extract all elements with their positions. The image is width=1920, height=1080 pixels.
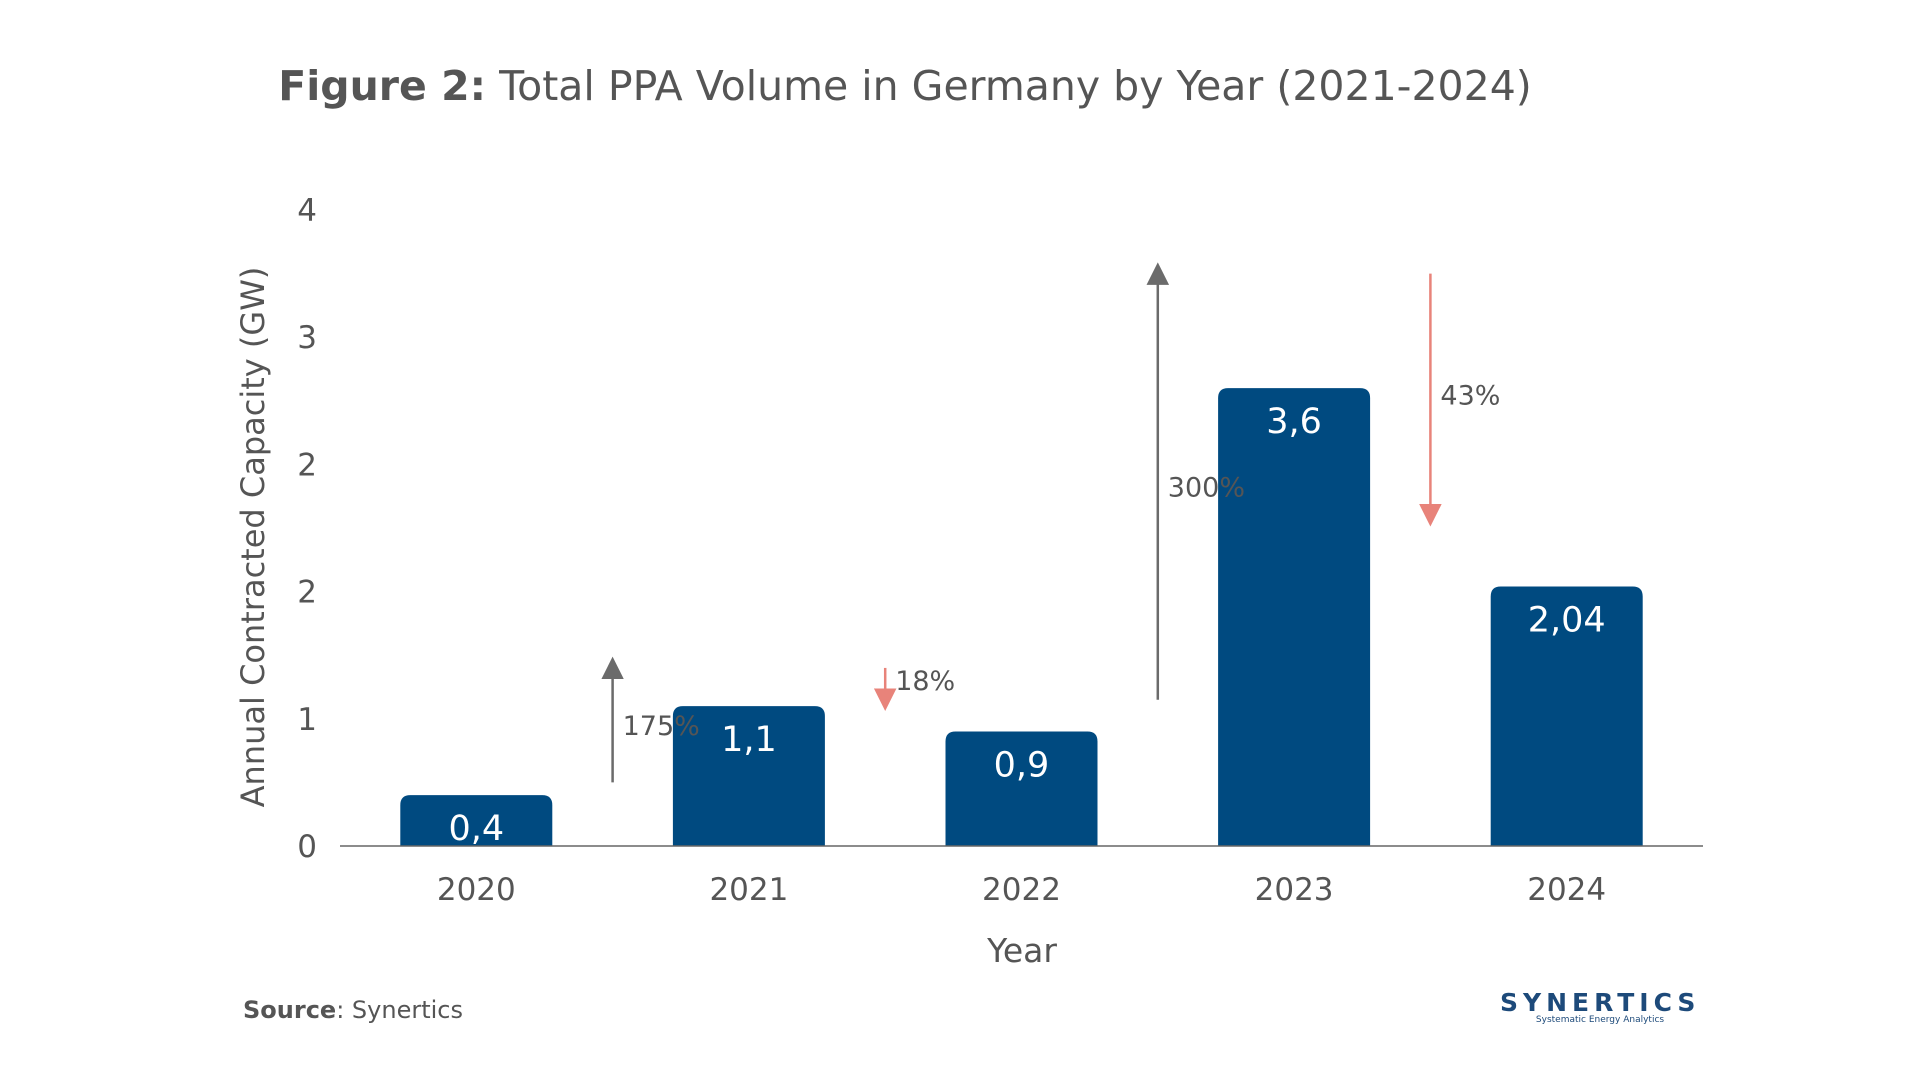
y-tick-0: 0 xyxy=(297,829,317,865)
change-label-4: 43% xyxy=(1440,380,1500,411)
source-note: Source: Synertics xyxy=(243,996,463,1024)
synertics-logo: SYNERTICS Systematic Energy Analytics xyxy=(1500,988,1700,1025)
x-tick-2021: 2021 xyxy=(709,872,788,908)
data-label-2020: 0,4 xyxy=(448,809,504,849)
annotations-layer: 175% 18% 300% 43% xyxy=(601,262,1500,783)
change-label-1: 175% xyxy=(623,711,700,742)
x-tick-2022: 2022 xyxy=(982,872,1061,908)
bar-2021 xyxy=(672,706,825,846)
x-tick-2020: 2020 xyxy=(437,872,516,908)
change-label-2: 18% xyxy=(895,666,955,697)
y-axis-label: Annual Contracted Capacity (GW) xyxy=(234,267,272,808)
x-axis: 2020 2021 2022 2023 2024 xyxy=(437,872,1606,908)
chart-title-prefix: Figure 2: xyxy=(278,62,487,110)
bar-2023 xyxy=(1218,388,1371,846)
bar-2022 xyxy=(945,731,1098,846)
source-text: : Synertics xyxy=(336,996,463,1024)
logo-brand: SYNERTICS xyxy=(1500,988,1701,1017)
data-label-2022: 0,9 xyxy=(994,746,1050,786)
y-axis: 0 1 2 2 3 4 xyxy=(297,193,317,865)
bar-2024 xyxy=(1490,586,1643,846)
x-tick-2023: 2023 xyxy=(1255,872,1334,908)
bar-2020 xyxy=(400,795,553,846)
data-label-2021: 1,1 xyxy=(721,720,777,760)
data-label-2023: 3,6 xyxy=(1266,402,1322,442)
y-tick-4: 3 xyxy=(297,320,317,356)
y-tick-1: 1 xyxy=(297,702,317,738)
chart-title-text: Total PPA Volume in Germany by Year (202… xyxy=(486,62,1532,110)
logo-tagline: Systematic Energy Analytics xyxy=(1535,1015,1665,1025)
y-tick-5: 4 xyxy=(297,193,317,229)
x-axis-label: Year xyxy=(986,931,1057,970)
y-tick-2: 2 xyxy=(297,575,317,611)
source-label: Source xyxy=(243,996,337,1024)
bars-layer: 0,4 1,1 0,9 3,6 2,04 xyxy=(400,388,1643,849)
change-label-3: 300% xyxy=(1168,473,1245,504)
data-label-2024: 2,04 xyxy=(1528,601,1606,641)
y-tick-3: 2 xyxy=(297,447,317,483)
x-tick-2024: 2024 xyxy=(1527,872,1606,908)
chart-title: Figure 2: Total PPA Volume in Germany by… xyxy=(0,62,1810,110)
